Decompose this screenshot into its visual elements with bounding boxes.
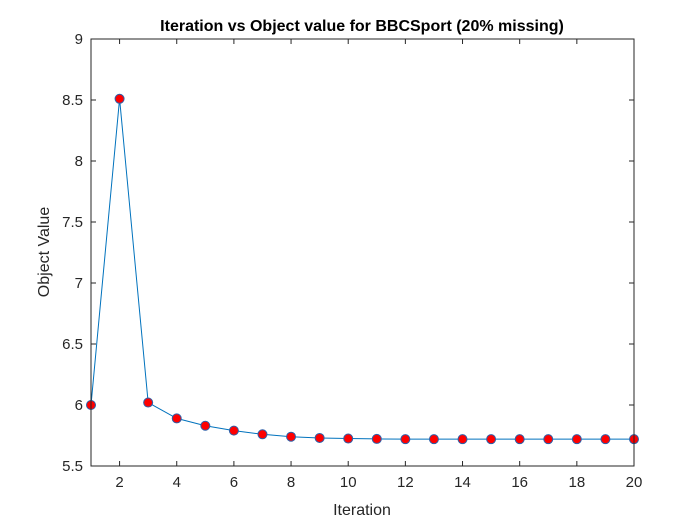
data-point <box>514 434 525 445</box>
x-tick-label: 20 <box>626 474 643 491</box>
data-point <box>200 420 211 431</box>
data-point <box>543 434 554 445</box>
data-point <box>286 431 297 442</box>
y-tick-label: 7.5 <box>62 214 83 231</box>
data-point <box>371 433 382 444</box>
x-tick-label: 16 <box>511 474 528 491</box>
data-point <box>257 429 268 440</box>
data-point <box>571 434 582 445</box>
data-point <box>428 434 439 445</box>
x-tick-label: 14 <box>454 474 471 491</box>
data-point <box>314 432 325 443</box>
x-tick-label: 6 <box>230 474 238 491</box>
data-point <box>171 413 182 424</box>
data-point <box>343 433 354 444</box>
y-tick-label: 6 <box>75 397 83 414</box>
y-tick-label: 8 <box>75 153 83 170</box>
y-tick-label: 9 <box>75 31 83 48</box>
x-tick-label: 10 <box>340 474 357 491</box>
data-point <box>400 434 411 445</box>
data-point <box>143 397 154 408</box>
y-tick-label: 6.5 <box>62 336 83 353</box>
y-tick-label: 8.5 <box>62 92 83 109</box>
x-tick-label: 4 <box>173 474 181 491</box>
data-point <box>486 434 497 445</box>
x-axis-ticks: 2 4 6 8 10 12 14 16 18 20 <box>115 39 642 491</box>
data-point <box>600 434 611 445</box>
x-tick-label: 8 <box>287 474 295 491</box>
x-tick-label: 18 <box>568 474 585 491</box>
data-point <box>457 434 468 445</box>
plot-frame <box>90 38 635 467</box>
series-markers <box>86 93 639 445</box>
data-point <box>114 93 125 104</box>
x-tick-label: 12 <box>397 474 414 491</box>
chart-title: Iteration vs Object value for BBCSport (… <box>160 18 564 35</box>
y-tick-label: 5.5 <box>62 458 83 475</box>
y-tick-label: 7 <box>75 275 83 292</box>
data-point <box>228 425 239 436</box>
plot-area <box>91 39 634 466</box>
y-axis-label: Object Value <box>36 207 53 298</box>
y-axis-ticks: 5.5 6 6.5 7 7.5 8 8.5 9 <box>62 31 634 475</box>
x-axis-label: Iteration <box>333 502 391 519</box>
x-tick-label: 2 <box>115 474 123 491</box>
